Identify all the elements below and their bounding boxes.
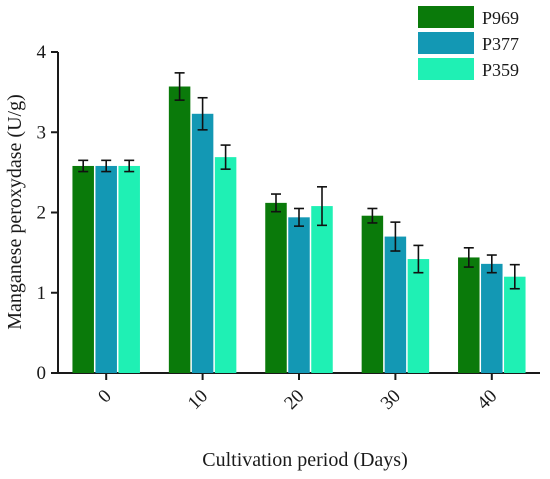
bar-P969-0 [72, 165, 94, 373]
legend-swatch-P359 [418, 58, 474, 80]
x-axis-label: Cultivation period (Days) [202, 449, 408, 471]
legend-swatch-P377 [418, 32, 474, 54]
x-tick-label: 10 [184, 386, 212, 414]
y-tick-label: 4 [37, 42, 47, 63]
bar-P359-30 [407, 259, 430, 373]
bar-P359-0 [118, 165, 140, 373]
bar-P359-10 [214, 157, 237, 373]
legend-label-P969: P969 [482, 8, 519, 28]
x-tick-label: 20 [280, 386, 308, 414]
x-tick-label: 30 [377, 386, 405, 414]
legend-label-P377: P377 [482, 34, 519, 54]
legend-swatch-P969 [418, 6, 474, 28]
y-axis-label: Manganese peroxydase (U/g) [4, 94, 26, 329]
bar-P377-20 [288, 217, 310, 373]
bar-P969-40 [458, 257, 480, 373]
y-tick-label: 1 [37, 283, 47, 304]
x-tick-label: 0 [94, 386, 116, 408]
bar-P969-30 [361, 215, 384, 373]
error-bars [78, 72, 520, 290]
legend: P969 P377 P359 [418, 6, 519, 80]
y-tick-label: 0 [37, 363, 47, 384]
y-axis: 0 1 2 3 4 [37, 42, 59, 384]
bar-P359-20 [311, 206, 333, 373]
x-axis: 0 10 20 30 40 [58, 372, 540, 414]
x-tick-label: 40 [473, 386, 501, 414]
bar-P969-10 [168, 86, 191, 373]
legend-label-P359: P359 [482, 60, 519, 80]
bar-P377-40 [481, 263, 503, 373]
bar-P359-40 [504, 276, 526, 373]
bar-P969-20 [265, 202, 287, 373]
bar-P377-30 [384, 236, 407, 373]
y-tick-label: 2 [37, 203, 47, 224]
bars [72, 86, 526, 373]
bar-P377-0 [95, 165, 117, 373]
bar-P377-10 [191, 113, 214, 373]
y-tick-label: 3 [37, 122, 47, 143]
